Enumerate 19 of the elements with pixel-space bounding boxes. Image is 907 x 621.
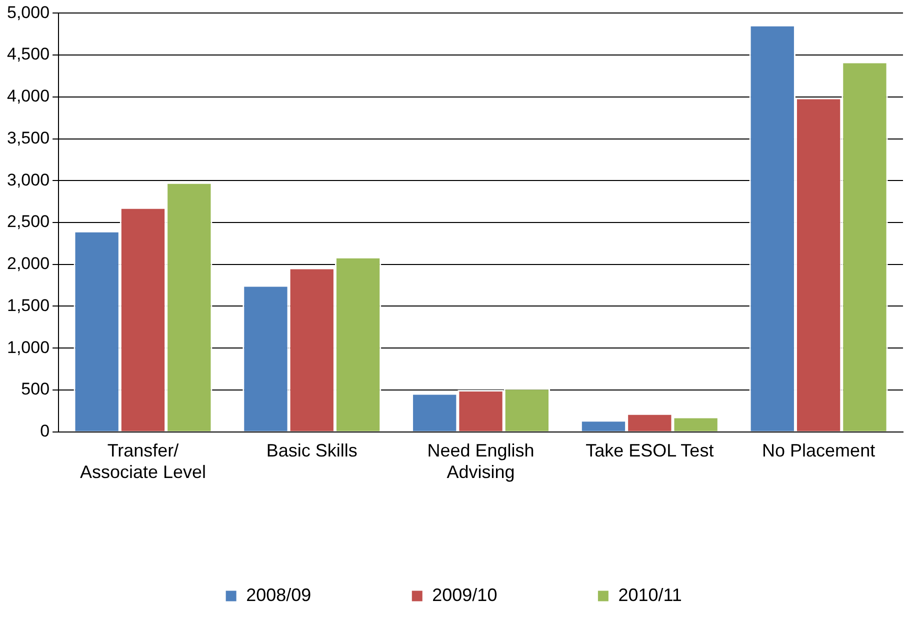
y-tick-label: 500 xyxy=(21,380,50,399)
y-tick-label: 1,000 xyxy=(6,338,50,357)
y-tick-label: 5,000 xyxy=(6,2,50,22)
x-tick-label: No Placement xyxy=(762,440,876,461)
y-tick-label: 3,500 xyxy=(6,128,50,148)
y-tick-label: 2,500 xyxy=(6,212,50,232)
y-tick-label: 2,000 xyxy=(6,254,50,274)
y-tick-label: 0 xyxy=(40,421,50,440)
x-tick-label: Basic Skills xyxy=(266,440,358,461)
y-tick-label: 1,500 xyxy=(6,296,50,315)
y-tick-label: 3,000 xyxy=(6,170,50,190)
x-tick-label: Need English Advising xyxy=(427,440,534,482)
y-tick-label: 4,500 xyxy=(6,44,50,64)
legend-label: 2008/09 xyxy=(246,584,312,605)
x-tick-label: Transfer/ Associate Level xyxy=(80,440,206,482)
y-tick-label: 4,000 xyxy=(6,86,50,106)
legend-label: 2010/11 xyxy=(618,584,682,605)
x-tick-label: Take ESOL Test xyxy=(586,440,714,461)
legend-label: 2009/10 xyxy=(432,584,498,605)
